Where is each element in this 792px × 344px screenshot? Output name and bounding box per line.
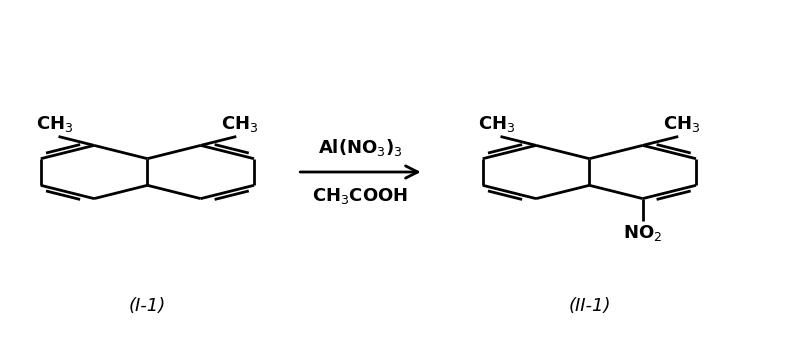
Text: Al(NO$_3$)$_3$: Al(NO$_3$)$_3$ <box>318 137 403 158</box>
Text: (I-1): (I-1) <box>129 297 166 315</box>
Text: CH$_3$: CH$_3$ <box>664 114 701 134</box>
Text: CH$_3$COOH: CH$_3$COOH <box>312 186 409 206</box>
Text: CH$_3$: CH$_3$ <box>36 114 74 134</box>
Text: CH$_3$: CH$_3$ <box>478 114 516 134</box>
Text: (II-1): (II-1) <box>568 297 611 315</box>
Text: NO$_2$: NO$_2$ <box>623 223 662 243</box>
Text: CH$_3$: CH$_3$ <box>222 114 259 134</box>
